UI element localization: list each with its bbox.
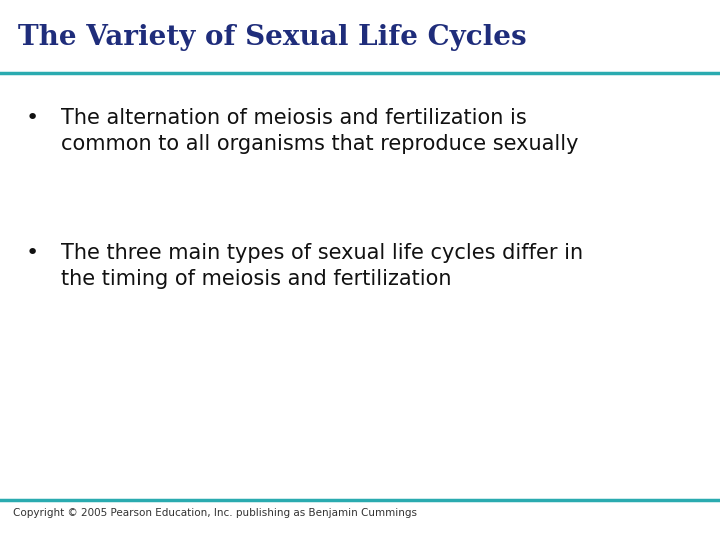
Text: •: • <box>25 243 38 263</box>
Text: The alternation of meiosis and fertilization is
common to all organisms that rep: The alternation of meiosis and fertiliza… <box>61 108 579 153</box>
Text: The Variety of Sexual Life Cycles: The Variety of Sexual Life Cycles <box>18 24 526 51</box>
Text: Copyright © 2005 Pearson Education, Inc. publishing as Benjamin Cummings: Copyright © 2005 Pearson Education, Inc.… <box>13 508 417 518</box>
Text: •: • <box>25 108 38 128</box>
Text: The three main types of sexual life cycles differ in
the timing of meiosis and f: The three main types of sexual life cycl… <box>61 243 583 288</box>
